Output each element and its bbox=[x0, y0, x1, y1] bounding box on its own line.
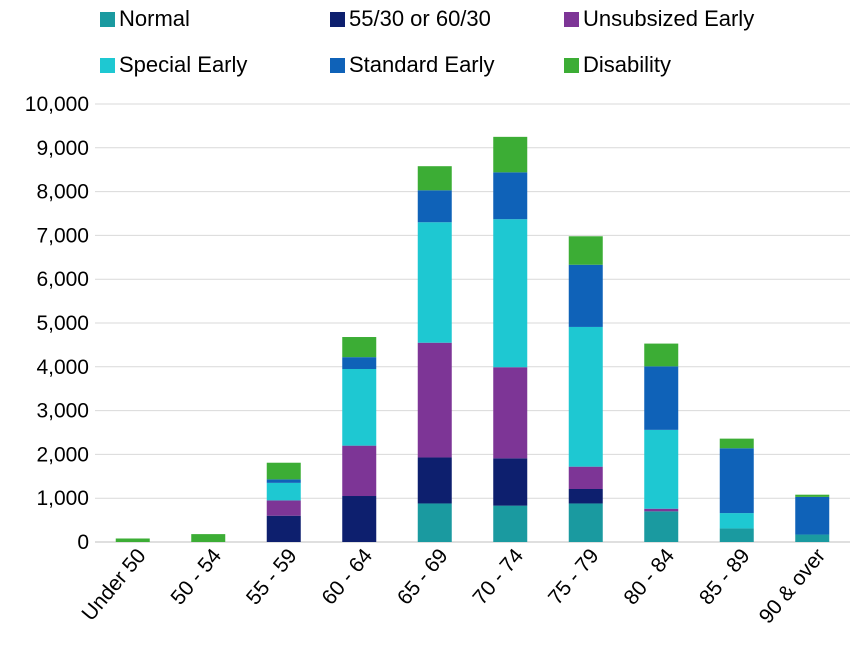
bar-segment bbox=[795, 494, 830, 497]
bar-segment bbox=[342, 445, 377, 497]
x-tick-label: Under 50 bbox=[77, 544, 150, 625]
x-tick-label: 55 - 59 bbox=[242, 544, 302, 609]
x-tick-label: 75 - 79 bbox=[544, 544, 604, 609]
bar-segment bbox=[644, 343, 679, 367]
legend-item: Standard Early bbox=[330, 52, 495, 78]
x-tick-label: 65 - 69 bbox=[393, 544, 453, 609]
x-tick-label: 85 - 89 bbox=[695, 544, 755, 609]
bar-segment bbox=[493, 367, 528, 459]
bar-segment bbox=[342, 368, 377, 446]
bar-segment bbox=[191, 534, 226, 542]
bar-segment bbox=[417, 166, 452, 191]
legend-label: Special Early bbox=[119, 52, 248, 77]
bar-segment bbox=[568, 264, 603, 327]
legend-label: Standard Early bbox=[349, 52, 495, 77]
legend-swatch bbox=[100, 57, 115, 73]
bar-segment bbox=[644, 429, 679, 509]
bar-segment bbox=[417, 342, 452, 458]
y-tick-label: 10,000 bbox=[25, 93, 89, 116]
bar-segment bbox=[644, 511, 679, 542]
bar-segment bbox=[417, 190, 452, 223]
bar-segment bbox=[719, 528, 754, 542]
bar-segment bbox=[417, 222, 452, 343]
x-tick-label: 80 - 84 bbox=[619, 544, 679, 609]
y-tick-label: 2,000 bbox=[36, 443, 89, 466]
y-tick-label: 1,000 bbox=[36, 487, 89, 510]
bar-segment bbox=[493, 219, 528, 368]
x-tick-label: 90 & over bbox=[755, 544, 830, 628]
bar-segment bbox=[644, 366, 679, 430]
x-tick-label: 60 - 64 bbox=[317, 544, 377, 609]
x-tick-label: 70 - 74 bbox=[468, 544, 528, 609]
y-tick-label: 3,000 bbox=[36, 400, 89, 423]
legend-item: Unsubsized Early bbox=[564, 6, 754, 32]
y-tick-label: 7,000 bbox=[36, 224, 89, 247]
legend-label: Normal bbox=[119, 6, 190, 31]
bar-segment bbox=[493, 458, 528, 506]
y-tick-label: 9,000 bbox=[36, 137, 89, 160]
legend-swatch bbox=[564, 57, 579, 73]
x-tick-label: 50 - 54 bbox=[166, 544, 226, 609]
legend-item: 55/30 or 60/30 bbox=[330, 6, 491, 32]
bar-segment bbox=[266, 515, 301, 542]
y-tick-label: 0 bbox=[77, 531, 89, 554]
bar-segment bbox=[266, 462, 301, 480]
bar-segment bbox=[342, 496, 377, 542]
bar-segment bbox=[719, 513, 754, 529]
legend-label: 55/30 or 60/30 bbox=[349, 6, 491, 31]
y-tick-label: 6,000 bbox=[36, 268, 89, 291]
bar-segment bbox=[795, 534, 830, 542]
bar-segment bbox=[493, 505, 528, 542]
bar-segment bbox=[417, 503, 452, 542]
bar-segment bbox=[342, 337, 377, 358]
bar-segment bbox=[493, 136, 528, 173]
legend-item: Special Early bbox=[100, 52, 247, 78]
bar-segment bbox=[568, 466, 603, 490]
legend-swatch bbox=[100, 11, 115, 27]
legend-item: Disability bbox=[564, 52, 671, 78]
bar-segment bbox=[568, 489, 603, 504]
bar-segment bbox=[568, 236, 603, 265]
y-tick-label: 4,000 bbox=[36, 356, 89, 379]
bar-segment bbox=[417, 457, 452, 504]
bar-segment bbox=[568, 326, 603, 467]
bar-segment bbox=[266, 482, 301, 501]
bar-segment bbox=[719, 448, 754, 514]
legend-swatch bbox=[330, 57, 345, 73]
bar-segment bbox=[342, 357, 377, 369]
legend-swatch bbox=[330, 11, 345, 27]
legend-swatch bbox=[564, 11, 579, 27]
bar-segment bbox=[719, 438, 754, 449]
bar-segment bbox=[568, 503, 603, 542]
bar-segment bbox=[266, 479, 301, 483]
bar-segment bbox=[644, 508, 679, 512]
bar-segment bbox=[115, 538, 150, 542]
bar-segment bbox=[266, 500, 301, 516]
chart-legend: Normal 55/30 or 60/30 Unsubsized Early Spec… bbox=[0, 0, 856, 96]
bar-segment bbox=[493, 172, 528, 220]
legend-item: Normal bbox=[100, 6, 190, 32]
legend-label: Disability bbox=[583, 52, 672, 77]
y-tick-label: 8,000 bbox=[36, 181, 89, 204]
legend-label: Unsubsized Early bbox=[583, 6, 755, 31]
bar-segment bbox=[795, 496, 830, 535]
y-tick-label: 5,000 bbox=[36, 312, 89, 335]
